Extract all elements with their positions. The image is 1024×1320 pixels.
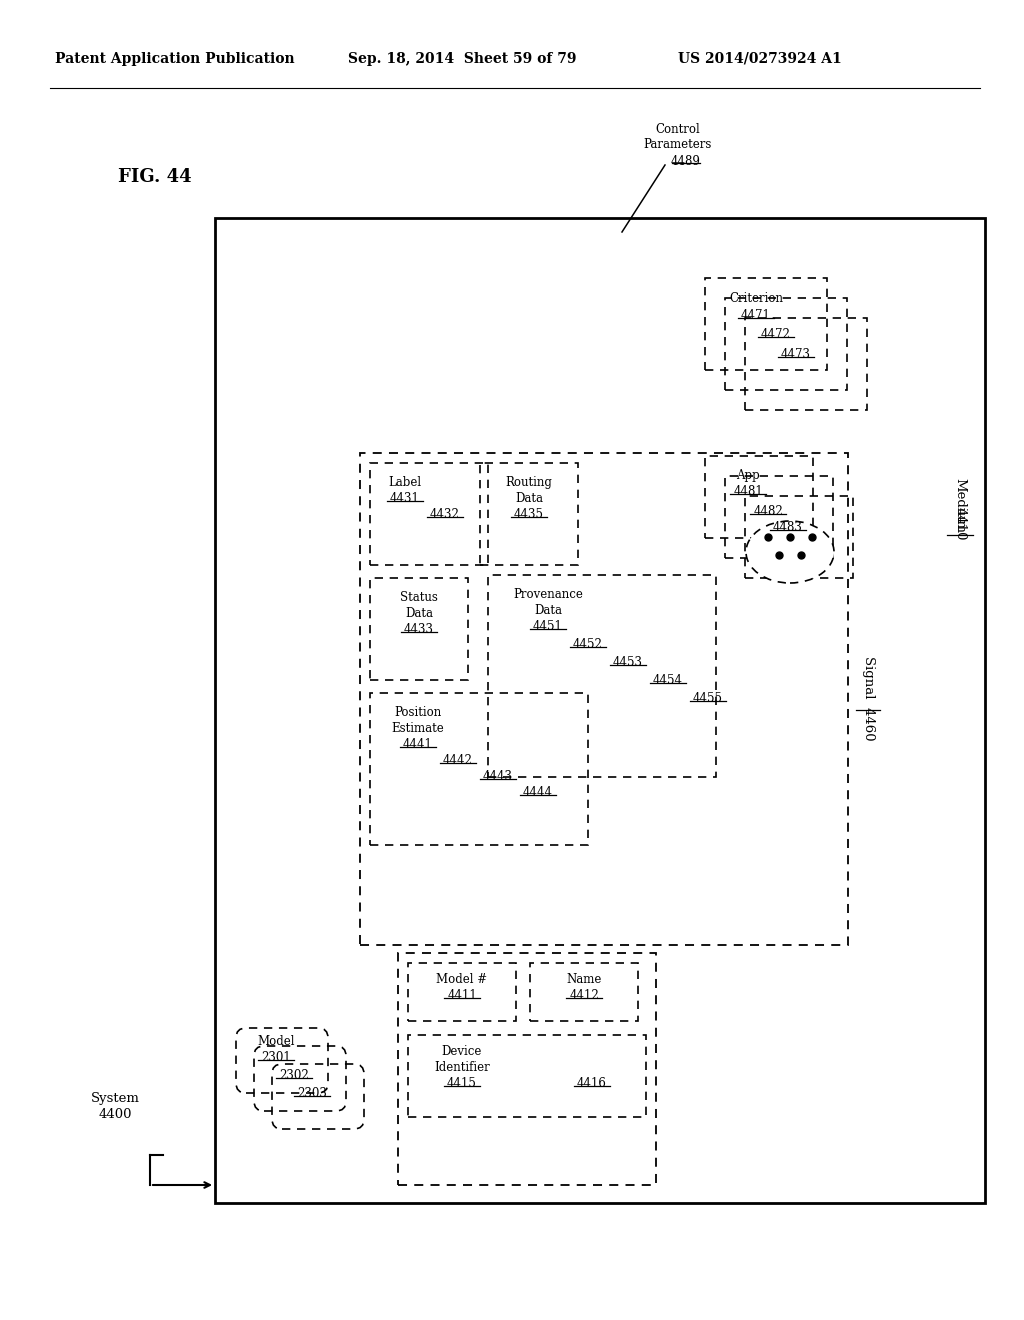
Text: 4454: 4454: [653, 675, 683, 686]
Text: Model: Model: [257, 1035, 295, 1048]
Bar: [745, 496, 853, 578]
Text: Model #: Model #: [436, 973, 487, 986]
Text: 4472: 4472: [761, 327, 791, 341]
Text: Device: Device: [441, 1045, 482, 1059]
Text: Signal  4460: Signal 4460: [861, 656, 874, 741]
Text: 4411: 4411: [447, 989, 477, 1002]
Text: Data: Data: [534, 605, 562, 616]
Text: Estimate: Estimate: [391, 722, 444, 735]
Text: Sep. 18, 2014  Sheet 59 of 79: Sep. 18, 2014 Sheet 59 of 79: [348, 51, 577, 66]
Text: 4455: 4455: [693, 692, 723, 705]
Text: 4481: 4481: [733, 484, 763, 498]
Text: 4444: 4444: [523, 785, 553, 799]
Text: 4435: 4435: [514, 508, 544, 521]
Text: Status: Status: [400, 591, 438, 605]
Text: 4410: 4410: [953, 507, 967, 541]
Text: Label: Label: [388, 477, 422, 488]
Text: 2302: 2302: [280, 1069, 309, 1082]
Text: 4431: 4431: [390, 492, 420, 506]
Bar: [360, 453, 848, 945]
Bar: [370, 463, 488, 565]
Ellipse shape: [746, 521, 834, 583]
Text: Medium: Medium: [953, 478, 967, 532]
Text: 4415: 4415: [447, 1077, 477, 1090]
Text: 4451: 4451: [534, 620, 563, 634]
Text: App: App: [736, 469, 760, 482]
Bar: [530, 964, 638, 1020]
Text: Routing: Routing: [506, 477, 552, 488]
Text: Control: Control: [655, 123, 700, 136]
Bar: [370, 693, 588, 845]
Text: Criterion: Criterion: [729, 292, 783, 305]
Text: 4442: 4442: [443, 754, 473, 767]
Text: 4452: 4452: [573, 638, 603, 651]
Bar: [725, 298, 847, 389]
Text: 4453: 4453: [613, 656, 643, 669]
Text: FIG. 44: FIG. 44: [118, 168, 191, 186]
Bar: [725, 477, 833, 558]
Text: US 2014/0273924 A1: US 2014/0273924 A1: [678, 51, 842, 66]
Text: 4471: 4471: [741, 309, 771, 322]
Bar: [745, 318, 867, 411]
Text: 4433: 4433: [404, 623, 434, 636]
Text: 4432: 4432: [430, 508, 460, 521]
Text: 4441: 4441: [403, 738, 433, 751]
Bar: [408, 1035, 646, 1117]
Text: 4473: 4473: [781, 348, 811, 360]
Bar: [705, 455, 813, 539]
Text: 4483: 4483: [773, 521, 803, 535]
Text: 4400: 4400: [98, 1107, 132, 1121]
Text: 2301: 2301: [261, 1051, 291, 1064]
Text: 4416: 4416: [578, 1077, 607, 1090]
Text: Position: Position: [394, 706, 441, 719]
Text: System: System: [90, 1092, 139, 1105]
Text: 4443: 4443: [483, 770, 513, 783]
Bar: [408, 964, 516, 1020]
Text: Data: Data: [515, 492, 543, 506]
Text: Patent Application Publication: Patent Application Publication: [55, 51, 295, 66]
Bar: [398, 953, 656, 1185]
Bar: [488, 576, 716, 777]
Bar: [480, 463, 578, 565]
Text: Identifier: Identifier: [434, 1061, 489, 1074]
Text: Data: Data: [406, 607, 433, 620]
Text: Parameters: Parameters: [644, 139, 712, 150]
Bar: [215, 218, 985, 1203]
Text: Name: Name: [566, 973, 602, 986]
Text: 2303: 2303: [297, 1086, 327, 1100]
Text: Provenance: Provenance: [513, 587, 583, 601]
Bar: [705, 279, 827, 370]
Text: 4489: 4489: [671, 154, 701, 168]
Text: 4412: 4412: [569, 989, 599, 1002]
Bar: [370, 578, 468, 680]
Text: 4482: 4482: [753, 506, 783, 517]
